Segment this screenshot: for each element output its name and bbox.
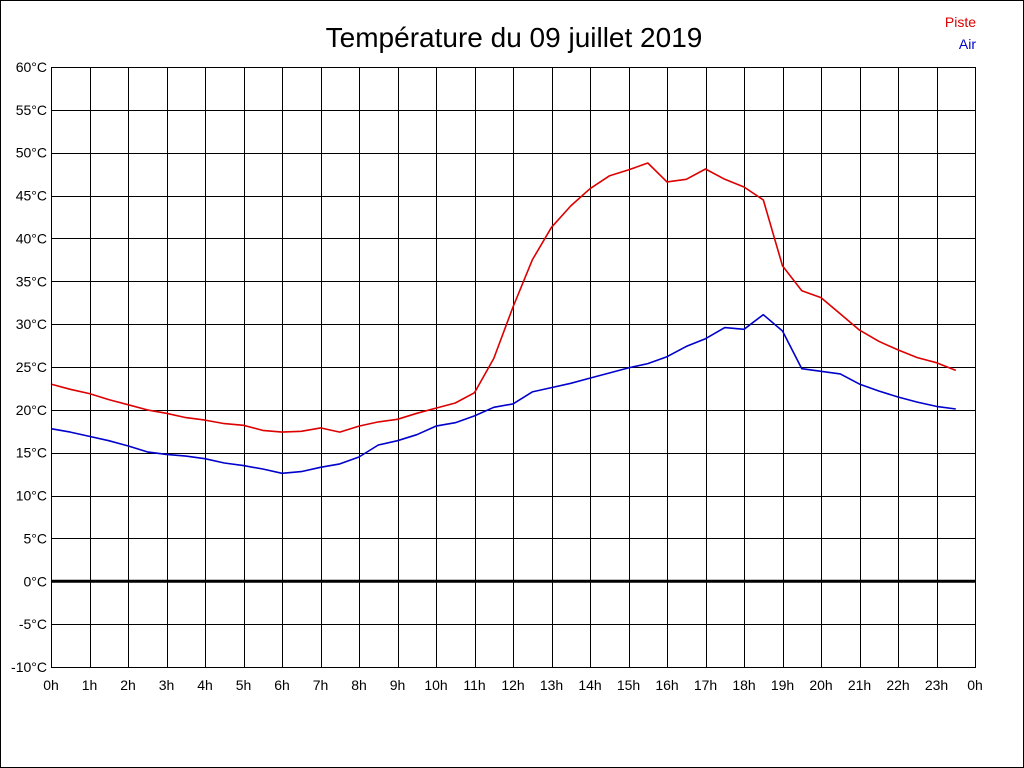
series-line-piste [50, 162, 957, 433]
x-tick-label: 0h [43, 677, 59, 693]
y-tick-label: 50°C [16, 145, 47, 161]
x-tick-label: 16h [655, 677, 678, 693]
x-tick-label: 14h [578, 677, 601, 693]
x-tick-label: 19h [771, 677, 794, 693]
y-tick-label: 45°C [16, 188, 47, 204]
x-tick-label: 3h [159, 677, 175, 693]
y-tick-label: 55°C [16, 102, 47, 118]
y-tick-label: 20°C [16, 402, 47, 418]
x-tick-label: 0h [967, 677, 983, 693]
x-tick-label: 20h [809, 677, 832, 693]
x-tick-label: 12h [501, 677, 524, 693]
plot-border [51, 67, 976, 668]
x-tick-label: 6h [274, 677, 290, 693]
y-tick-label: 30°C [16, 316, 47, 332]
x-tick-label: 2h [120, 677, 136, 693]
x-tick-label: 23h [925, 677, 948, 693]
y-tick-label: 0°C [24, 573, 48, 589]
y-axis-ticks: -10°C -5°C 0°C 5°C 10°C 15°C 20°C 25°C 30°C 35°C 4… [11, 59, 47, 675]
y-tick-label: 25°C [16, 359, 47, 375]
x-tick-label: 4h [197, 677, 213, 693]
y-tick-label: 10°C [16, 488, 47, 504]
legend: Piste Air [945, 14, 976, 52]
x-tick-label: 15h [617, 677, 640, 693]
x-tick-label: 8h [351, 677, 367, 693]
x-tick-label: 10h [424, 677, 447, 693]
y-tick-label: -10°C [11, 659, 47, 675]
legend-entry-piste: Piste [945, 14, 976, 30]
x-tick-label: 22h [886, 677, 909, 693]
grid [51, 67, 976, 668]
series-line-air [50, 313, 956, 475]
x-tick-label: 21h [848, 677, 871, 693]
x-tick-label: 18h [732, 677, 755, 693]
legend-entry-air: Air [959, 36, 976, 52]
x-tick-label: 11h [463, 677, 485, 693]
y-tick-label: -5°C [19, 616, 47, 632]
x-tick-label: 17h [694, 677, 717, 693]
y-tick-label: 40°C [16, 230, 47, 246]
chart-title: Température du 09 juillet 2019 [326, 22, 703, 53]
y-tick-label: 35°C [16, 273, 47, 289]
y-tick-label: 60°C [16, 59, 47, 75]
y-tick-label: 15°C [16, 445, 47, 461]
x-tick-label: 1h [82, 677, 98, 693]
x-tick-label: 9h [390, 677, 406, 693]
y-tick-label: 5°C [24, 530, 48, 546]
x-tick-label: 5h [236, 677, 252, 693]
x-axis-ticks: 0h 1h 2h 3h 4h 5h 6h 7h 8h 9h 10h 11h 12h 13h 14h 15h 16… [43, 677, 983, 693]
series-lines [50, 162, 957, 475]
x-tick-label: 13h [540, 677, 563, 693]
x-tick-label: 7h [313, 677, 329, 693]
